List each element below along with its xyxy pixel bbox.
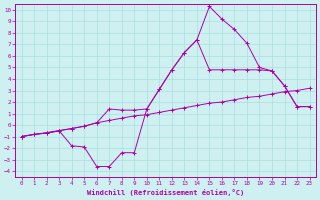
- X-axis label: Windchill (Refroidissement éolien,°C): Windchill (Refroidissement éolien,°C): [87, 189, 244, 196]
